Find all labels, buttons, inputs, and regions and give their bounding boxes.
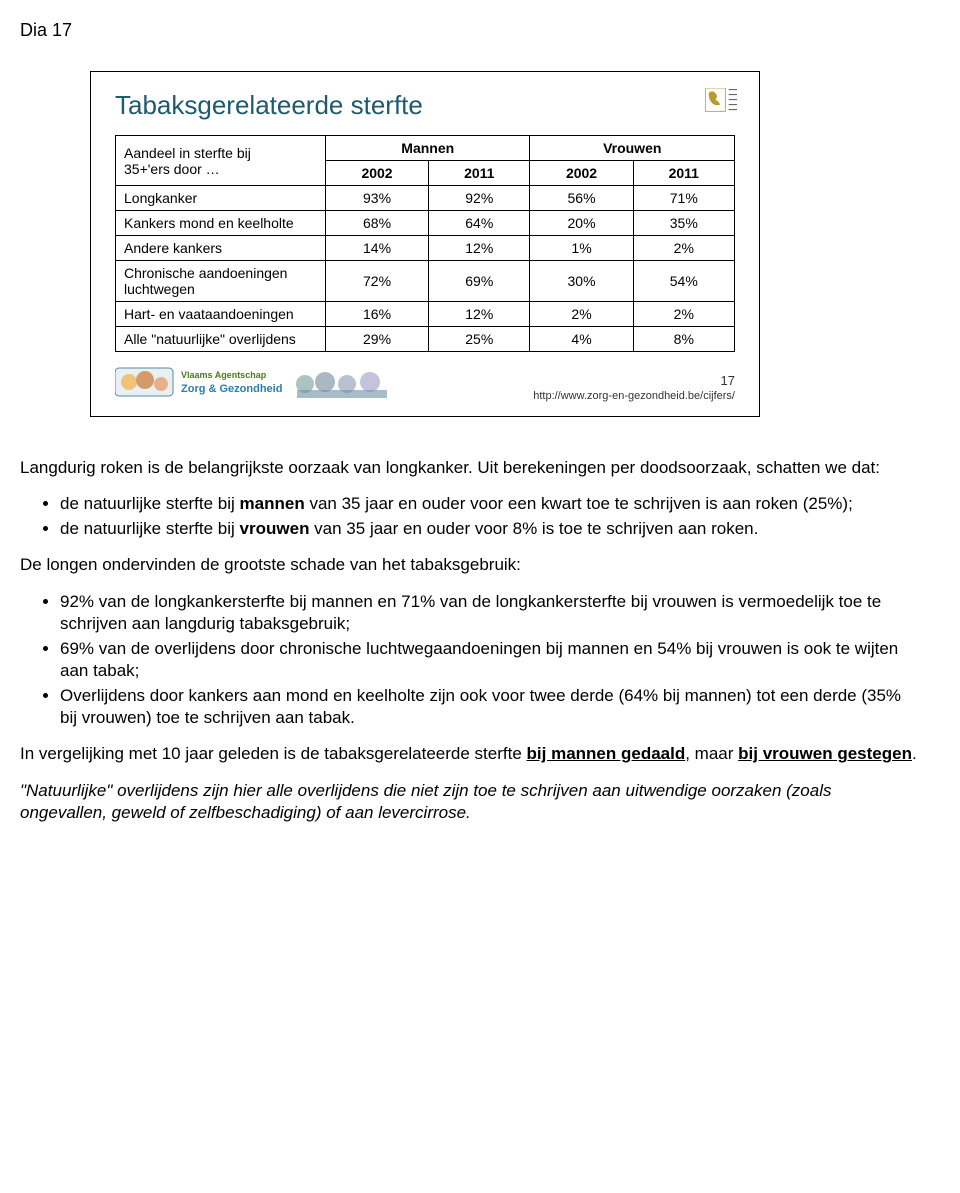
table-body: Longkanker93%92%56%71%Kankers mond en ke… (116, 186, 735, 352)
notes-body: Langdurig roken is de belangrijkste oorz… (20, 457, 920, 825)
slide-title: Tabaksgerelateerde sterfte (115, 90, 735, 121)
row-label: Kankers mond en keelholte (116, 211, 326, 236)
svg-text:Vlaams Agentschap: Vlaams Agentschap (181, 370, 267, 380)
slide-frame: Tabaksgerelateerde sterfte Aandeel in st… (90, 71, 760, 417)
slide-footer-right: 17 http://www.zorg-en-gezondheid.be/cijf… (533, 373, 735, 402)
col-year: 2011 (633, 161, 734, 186)
list-item: 69% van de overlijdens door chronische l… (60, 638, 920, 683)
cell-value: 29% (326, 327, 429, 352)
cell-value: 56% (530, 186, 633, 211)
col-group-mannen: Mannen (326, 136, 530, 161)
cell-value: 30% (530, 261, 633, 302)
col-group-vrouwen: Vrouwen (530, 136, 735, 161)
cell-value: 71% (633, 186, 734, 211)
para-intro-1: Langdurig roken is de belangrijkste oorz… (20, 457, 920, 479)
row-label: Andere kankers (116, 236, 326, 261)
slide-footer: Vlaams Agentschap Zorg & Gezondheid 17 h… (115, 362, 735, 402)
table-row: Alle "natuurlijke" overlijdens29%25%4%8% (116, 327, 735, 352)
cell-value: 12% (429, 236, 530, 261)
row-label: Longkanker (116, 186, 326, 211)
cell-value: 35% (633, 211, 734, 236)
table-row: Andere kankers14%12%1%2% (116, 236, 735, 261)
table-row: Chronische aandoeningen luchtwegen72%69%… (116, 261, 735, 302)
list-item: de natuurlijke sterfte bij mannen van 35… (60, 493, 920, 515)
table-row: Longkanker93%92%56%71% (116, 186, 735, 211)
emph-mannen-gedaald: bij mannen gedaald (527, 744, 686, 763)
flanders-lion-icon (705, 88, 739, 118)
row-label: Hart- en vaataandoeningen (116, 302, 326, 327)
zorg-gezondheid-logo: Vlaams Agentschap Zorg & Gezondheid (115, 362, 415, 402)
col-year: 2011 (429, 161, 530, 186)
slide-page-number: 17 (533, 373, 735, 388)
list-item: 92% van de longkankersterfte bij mannen … (60, 591, 920, 636)
corner-line2: 35+'ers door … (124, 161, 220, 177)
svg-text:Zorg & Gezondheid: Zorg & Gezondheid (181, 383, 282, 395)
cell-value: 92% (429, 186, 530, 211)
txt: In vergelijking met 10 jaar geleden is d… (20, 744, 527, 763)
cell-value: 54% (633, 261, 734, 302)
cell-value: 72% (326, 261, 429, 302)
cell-value: 64% (429, 211, 530, 236)
cell-value: 14% (326, 236, 429, 261)
list-item: de natuurlijke sterfte bij vrouwen van 3… (60, 518, 920, 540)
txt: . (912, 744, 917, 763)
cell-value: 4% (530, 327, 633, 352)
cell-value: 16% (326, 302, 429, 327)
cell-value: 68% (326, 211, 429, 236)
list-item: Overlijdens door kankers aan mond en kee… (60, 685, 920, 730)
slide-label: Dia 17 (20, 20, 920, 41)
col-year: 2002 (326, 161, 429, 186)
table-corner-header: Aandeel in sterfte bij 35+'ers door … (116, 136, 326, 186)
corner-line1: Aandeel in sterfte bij (124, 145, 251, 161)
para-compare: In vergelijking met 10 jaar geleden is d… (20, 743, 920, 765)
cell-value: 1% (530, 236, 633, 261)
row-label: Alle "natuurlijke" overlijdens (116, 327, 326, 352)
table-row: Hart- en vaataandoeningen16%12%2%2% (116, 302, 735, 327)
slide-source-url: http://www.zorg-en-gezondheid.be/cijfers… (533, 390, 735, 402)
footnote: "Natuurlijke" overlijdens zijn hier alle… (20, 780, 920, 825)
cell-value: 2% (633, 302, 734, 327)
bullet-list-2: 92% van de longkankersterfte bij mannen … (20, 591, 920, 730)
emph-vrouwen-gestegen: bij vrouwen gestegen (738, 744, 912, 763)
bullet-list-1: de natuurlijke sterfte bij mannen van 35… (20, 493, 920, 540)
cell-value: 25% (429, 327, 530, 352)
cell-value: 93% (326, 186, 429, 211)
sterfte-table: Aandeel in sterfte bij 35+'ers door … Ma… (115, 135, 735, 352)
cell-value: 69% (429, 261, 530, 302)
cell-value: 2% (633, 236, 734, 261)
para-intro-2: De longen ondervinden de grootste schade… (20, 554, 920, 576)
table-row: Kankers mond en keelholte68%64%20%35% (116, 211, 735, 236)
row-label: Chronische aandoeningen luchtwegen (116, 261, 326, 302)
cell-value: 12% (429, 302, 530, 327)
col-year: 2002 (530, 161, 633, 186)
cell-value: 8% (633, 327, 734, 352)
cell-value: 20% (530, 211, 633, 236)
cell-value: 2% (530, 302, 633, 327)
txt: , maar (685, 744, 738, 763)
